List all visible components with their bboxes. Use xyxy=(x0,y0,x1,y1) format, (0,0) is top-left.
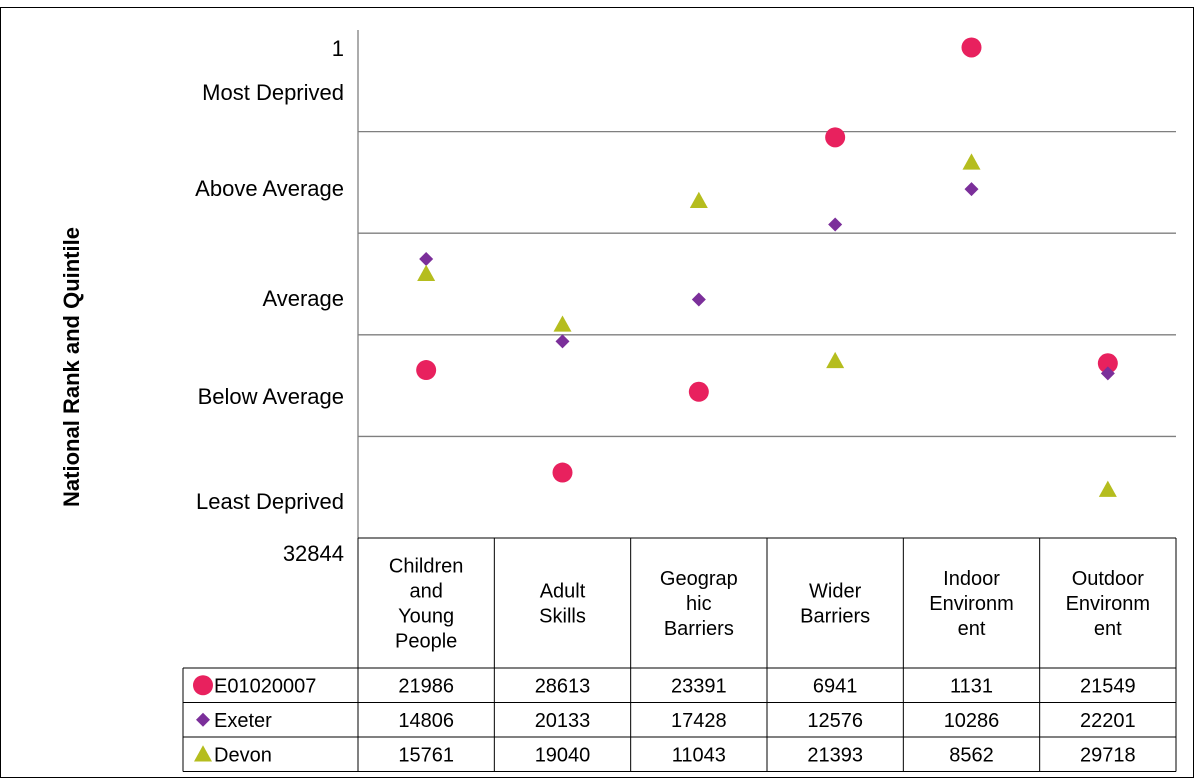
point-e01020007-4 xyxy=(825,127,846,148)
cell-devon-3: 11043 xyxy=(672,744,726,766)
point-devon-2 xyxy=(553,315,572,332)
quintile-label-2: Above Average xyxy=(195,176,344,201)
point-exeter-4 xyxy=(828,217,843,232)
cell-exeter-6: 22201 xyxy=(1080,710,1136,732)
chart-border xyxy=(0,7,1194,778)
cell-exeter-4: 12576 xyxy=(807,710,863,732)
cell-devon-1: 15761 xyxy=(398,744,454,766)
cell-devon-6: 29718 xyxy=(1080,744,1136,766)
category-header-4: Wider Barriers xyxy=(800,581,870,628)
point-e01020007-1 xyxy=(416,360,437,381)
point-exeter-1 xyxy=(419,251,434,266)
legend-e01020007-marker xyxy=(193,675,213,696)
point-e01020007-3 xyxy=(688,381,709,402)
point-exeter-6 xyxy=(1100,366,1115,381)
cell-exeter-3: 17428 xyxy=(671,710,727,732)
cell-exeter-5: 10286 xyxy=(944,710,1000,732)
quintile-label-4: Below Average xyxy=(198,384,344,409)
cell-exeter-1: 14806 xyxy=(398,710,454,732)
legend-exeter-marker xyxy=(196,712,210,727)
cell-e01020007-4: 6941 xyxy=(813,675,858,697)
point-devon-5 xyxy=(962,153,981,170)
point-e01020007-5 xyxy=(961,37,982,58)
cell-e01020007-3: 23391 xyxy=(671,675,727,697)
y-axis-title: National Rank and Quintile xyxy=(59,227,84,507)
point-devon-3 xyxy=(689,191,708,208)
cell-devon-5: 8562 xyxy=(949,744,994,766)
cell-e01020007-1: 21986 xyxy=(398,675,454,697)
y-tick-top: 1 xyxy=(332,36,344,61)
cell-e01020007-2: 28613 xyxy=(535,675,591,697)
quintile-label-1: Most Deprived xyxy=(202,80,344,105)
cell-e01020007-6: 21549 xyxy=(1080,675,1136,697)
legend-exeter: Exeter xyxy=(214,710,272,732)
category-header-6: Outdoor Environm ent xyxy=(1066,568,1150,640)
legend-e01020007: E01020007 xyxy=(214,675,316,697)
cell-exeter-2: 20133 xyxy=(535,710,591,732)
cell-e01020007-5: 1131 xyxy=(950,675,993,697)
point-devon-1 xyxy=(417,264,436,281)
point-e01020007-6 xyxy=(1097,353,1118,374)
y-tick-bottom: 32844 xyxy=(283,541,344,566)
data-points xyxy=(416,37,1118,497)
point-exeter-3 xyxy=(691,292,706,307)
point-e01020007-2 xyxy=(552,462,573,483)
point-devon-4 xyxy=(826,351,845,369)
category-header-3: Geograp hic Barriers xyxy=(660,568,738,640)
gridlines xyxy=(358,130,1176,438)
cell-devon-2: 19040 xyxy=(535,744,591,766)
category-header-1: Children and Young People xyxy=(389,556,463,653)
category-header-2: Adult Skills xyxy=(539,581,586,628)
point-devon-6 xyxy=(1098,480,1117,497)
legend-devon-marker xyxy=(194,745,212,762)
data-table: Children and Young People Adult Skills Geograp… xyxy=(182,537,1177,772)
y-axis-labels: 1 32844 Most Deprived Above Average Average B… xyxy=(195,36,344,566)
quintile-label-3: Average xyxy=(262,286,344,311)
cell-devon-4: 21393 xyxy=(807,744,863,766)
point-exeter-2 xyxy=(555,334,570,349)
quintile-label-5: Least Deprived xyxy=(196,489,344,514)
category-header-5: Indoor Environm ent xyxy=(929,568,1013,640)
point-exeter-5 xyxy=(964,182,979,197)
legend-devon: Devon xyxy=(214,744,272,766)
